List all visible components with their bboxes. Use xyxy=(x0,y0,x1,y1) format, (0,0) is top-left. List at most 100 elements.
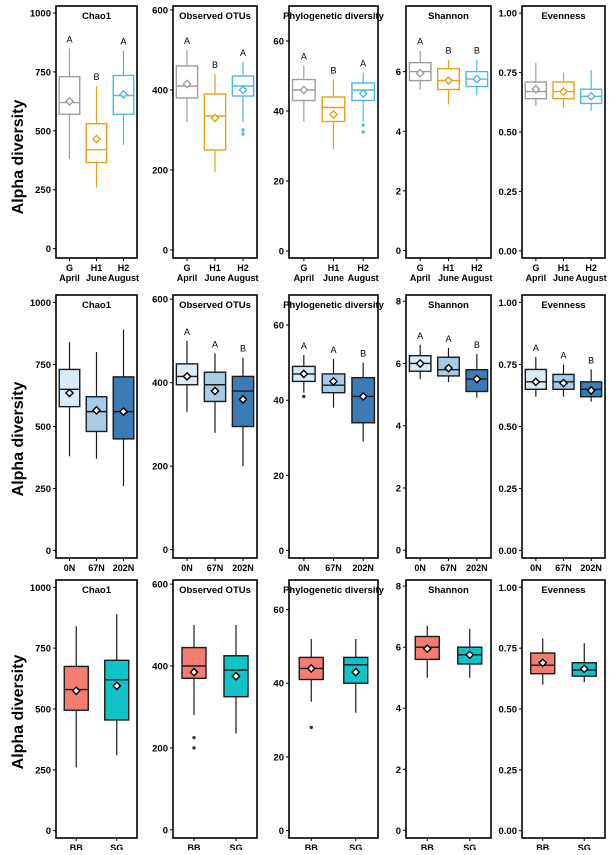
mean-marker xyxy=(299,369,309,379)
x-tick-label: G xyxy=(66,263,73,273)
mean-marker xyxy=(472,374,482,384)
box-iqr xyxy=(58,368,81,408)
y-tick-label: 0 xyxy=(396,826,401,837)
mean-marker xyxy=(358,88,368,99)
x-tick-label: SG xyxy=(349,843,362,850)
significance-letter: A xyxy=(533,343,539,353)
y-tick-label: 1000 xyxy=(30,583,51,594)
outlier-point xyxy=(302,394,306,399)
y-tick-label: 0.00 xyxy=(499,826,518,837)
x-tick-label: August xyxy=(348,273,379,283)
y-tick-label: 8 xyxy=(396,582,401,593)
x-tick-label: SG xyxy=(578,843,591,850)
mean-marker xyxy=(238,394,248,404)
y-tick-label: 500 xyxy=(35,126,51,137)
y-tick-label: 4 xyxy=(396,127,402,138)
y-tick-label: 750 xyxy=(35,360,51,371)
box-202n: B xyxy=(231,344,255,467)
box-0n: A xyxy=(408,331,432,380)
mean-marker xyxy=(443,363,454,373)
y-tick-label: 0 xyxy=(279,546,284,557)
y-tick-label: 500 xyxy=(35,422,51,433)
y-tick-label: 1.00 xyxy=(499,583,518,594)
mean-marker xyxy=(182,79,192,89)
x-tick-label: H2 xyxy=(118,263,130,273)
box-67n: A xyxy=(552,350,575,397)
y-tick-label: 8 xyxy=(396,297,401,308)
y-tick-label: 60 xyxy=(273,321,284,332)
x-tick-label: 67N xyxy=(440,563,457,573)
mean-marker xyxy=(91,134,102,144)
panel-title: Evenness xyxy=(541,585,585,596)
x-tick-label: April xyxy=(410,273,431,283)
box-h2: B xyxy=(465,46,489,96)
y-tick-label: 0 xyxy=(46,244,51,255)
box-sg xyxy=(223,625,249,734)
box-h1: B xyxy=(85,72,108,188)
x-tick-label: BB xyxy=(70,843,83,850)
box-h2: A xyxy=(231,48,255,136)
mean-marker xyxy=(351,667,361,677)
y-tick-label: 200 xyxy=(152,743,168,754)
y-tick-label: 1000 xyxy=(30,298,51,309)
x-tick-label: 0N xyxy=(64,563,76,573)
panel-row3-evenness: Evenness 0.00 0.25 0.50 0.75 1.00 BB SG xyxy=(499,579,606,853)
y-tick-label: 1.00 xyxy=(499,9,518,20)
x-tick-label: H1 xyxy=(328,263,340,273)
box-0n: A xyxy=(524,343,548,397)
box-0n: A xyxy=(291,341,316,399)
panel-title: Evenness xyxy=(541,300,585,311)
x-tick-label: BB xyxy=(305,843,318,850)
x-tick-label: H1 xyxy=(209,263,221,273)
x-tick-label: BB xyxy=(421,843,434,850)
box-202n: B xyxy=(579,355,603,402)
y-tick-label: 0 xyxy=(396,546,401,557)
x-tick-label: 0N xyxy=(414,563,426,573)
panel-frame xyxy=(405,579,492,839)
panel-row3-phylogenetic-diversity: Phylogenetic diversity 0 20 40 60 BB SG xyxy=(273,579,385,853)
box-67n xyxy=(85,352,108,459)
mean-marker xyxy=(71,686,81,696)
box-0n: A xyxy=(175,327,199,412)
y-tick-label: 40 xyxy=(273,396,284,407)
significance-letter: A xyxy=(417,331,423,341)
x-tick-label: H1 xyxy=(91,263,103,273)
x-tick-label: 202N xyxy=(580,563,602,573)
box-67n: A xyxy=(203,339,227,433)
mean-marker xyxy=(415,68,425,78)
x-tick-label: SG xyxy=(110,843,123,850)
y-tick-label: 4 xyxy=(396,421,402,432)
x-tick-label: 0N xyxy=(298,563,310,573)
significance-letter: B xyxy=(588,355,594,365)
panel-title: Shannon xyxy=(428,300,469,311)
panel-title: Observed OTUs xyxy=(179,585,251,596)
mean-marker xyxy=(328,376,339,387)
outlier-point xyxy=(192,735,196,740)
significance-letter: B xyxy=(360,349,366,359)
x-tick-label: 0N xyxy=(181,563,193,573)
y-tick-label: 600 xyxy=(152,6,168,17)
x-tick-label: August xyxy=(576,273,607,283)
x-tick-label: 202N xyxy=(352,563,374,573)
x-tick-label: BB xyxy=(188,843,201,850)
significance-letter: B xyxy=(212,60,218,70)
significance-letter: A xyxy=(417,37,423,47)
outlier-point xyxy=(361,123,365,127)
mean-marker xyxy=(558,378,569,388)
y-tick-label: 500 xyxy=(35,705,51,716)
box-bb xyxy=(181,625,207,750)
x-tick-label: 202N xyxy=(232,563,254,573)
significance-letter: A xyxy=(360,59,366,69)
significance-letter: A xyxy=(120,37,126,47)
mean-marker xyxy=(586,385,596,396)
y-tick-label: 750 xyxy=(35,67,51,78)
y-tick-label: 250 xyxy=(35,484,51,495)
x-tick-label: June xyxy=(86,273,107,283)
y-tick-label: 20 xyxy=(273,177,284,188)
panel-title: Chao1 xyxy=(82,585,112,596)
mean-marker xyxy=(538,658,548,668)
y-tick-label: 40 xyxy=(273,679,284,690)
y-tick-label: 0.50 xyxy=(499,422,518,433)
